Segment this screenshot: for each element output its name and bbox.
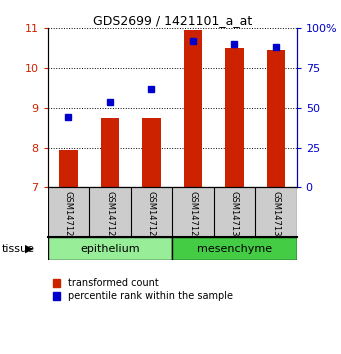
Text: epithelium: epithelium (80, 244, 140, 254)
Bar (183, 30, 202, 188)
Legend: transformed count, percentile rank within the sample: transformed count, percentile rank withi… (53, 279, 233, 301)
Bar (225, 48, 244, 188)
Bar (48, 237, 172, 260)
Bar (172, 237, 297, 260)
Text: tissue: tissue (2, 244, 35, 254)
Text: GSM147132: GSM147132 (271, 192, 280, 242)
Text: GSM147127: GSM147127 (105, 192, 115, 242)
Text: mesenchyme: mesenchyme (197, 244, 272, 254)
Bar (59, 150, 78, 188)
Text: GSM147130: GSM147130 (230, 192, 239, 242)
Text: GSM147129: GSM147129 (189, 192, 197, 242)
Text: GSM147125: GSM147125 (64, 192, 73, 242)
Bar (267, 50, 285, 188)
Bar (142, 118, 161, 188)
Title: GDS2699 / 1421101_a_at: GDS2699 / 1421101_a_at (92, 14, 252, 27)
Bar (101, 118, 119, 188)
Text: GSM147128: GSM147128 (147, 192, 156, 242)
Text: ▶: ▶ (26, 244, 34, 254)
